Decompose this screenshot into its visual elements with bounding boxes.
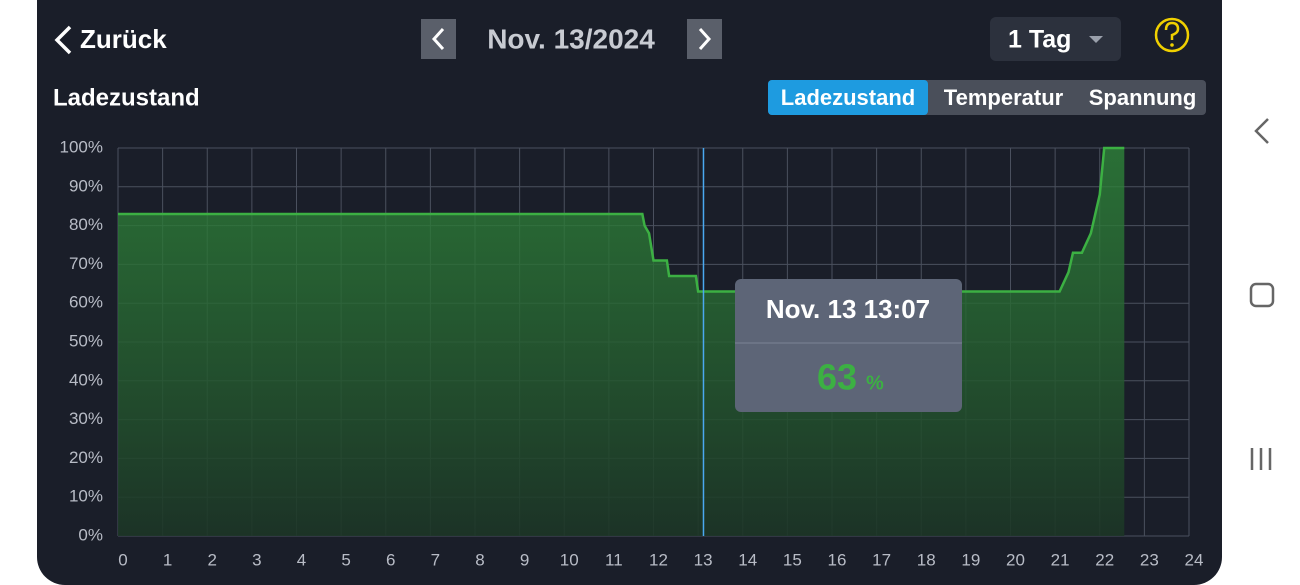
back-button[interactable]: Zurück xyxy=(80,24,167,54)
y-tick-label: 10% xyxy=(69,487,103,506)
x-tick-label: 0 xyxy=(118,550,127,569)
chart-title: Ladezustand xyxy=(53,84,200,111)
tooltip xyxy=(735,279,962,412)
nav-home[interactable] xyxy=(1249,282,1275,308)
y-tick-label: 80% xyxy=(69,215,103,234)
y-tick-label: 30% xyxy=(69,409,103,428)
x-tick-label: 14 xyxy=(738,550,757,569)
x-tick-label: 3 xyxy=(252,550,261,569)
x-tick-label: 20 xyxy=(1006,550,1025,569)
area-line xyxy=(118,146,1125,293)
date-label: Nov. 13/2024 xyxy=(487,23,655,54)
x-tick-label: 19 xyxy=(961,550,980,569)
x-tick-label: 22 xyxy=(1095,550,1114,569)
x-tick-label: 13 xyxy=(694,550,713,569)
x-tick-label: 18 xyxy=(917,550,936,569)
range-label: 1 Tag xyxy=(1008,26,1071,54)
tooltip-value: 63 xyxy=(817,357,857,398)
next-day-button[interactable] xyxy=(687,19,722,59)
prev-day-button[interactable] xyxy=(421,19,456,59)
tab[interactable]: Ladezustand xyxy=(781,85,915,110)
x-tick-label: 21 xyxy=(1051,550,1070,569)
dropdown-arrow xyxy=(1089,36,1103,43)
x-tick-label: 6 xyxy=(386,550,395,569)
tooltip-unit: % xyxy=(866,372,884,394)
help-icon xyxy=(1164,21,1180,40)
tooltip-time: Nov. 13 13:07 xyxy=(766,294,930,324)
x-tick-label: 4 xyxy=(297,550,306,569)
y-tick-label: 60% xyxy=(69,293,103,312)
range-dropdown[interactable] xyxy=(990,17,1121,61)
android-nav xyxy=(1249,118,1275,470)
area-fill xyxy=(118,148,1125,536)
x-tick-label: 15 xyxy=(783,550,802,569)
prev-icon xyxy=(431,27,445,51)
nav-recents[interactable] xyxy=(1250,448,1272,470)
x-tick-label: 16 xyxy=(828,550,847,569)
next-icon xyxy=(698,27,712,51)
x-tick-label: 11 xyxy=(605,550,623,569)
help-button[interactable] xyxy=(1154,17,1190,53)
y-tick-label: 70% xyxy=(69,254,103,273)
y-tick-label: 40% xyxy=(69,370,103,389)
tab[interactable]: Temperatur xyxy=(944,85,1064,110)
tab[interactable]: Spannung xyxy=(1089,85,1197,110)
x-tick-label: 2 xyxy=(208,550,217,569)
x-tick-label: 23 xyxy=(1140,550,1159,569)
y-tick-label: 50% xyxy=(69,331,103,350)
back-icon[interactable] xyxy=(54,25,72,55)
x-tick-label: 7 xyxy=(431,550,440,569)
x-tick-label: 12 xyxy=(649,550,668,569)
x-tick-label: 17 xyxy=(872,550,891,569)
tab-active-bg xyxy=(768,80,928,115)
x-tick-label: 24 xyxy=(1185,550,1204,569)
nav-back[interactable] xyxy=(1254,118,1269,144)
y-tick-label: 100% xyxy=(60,137,103,156)
x-tick-label: 9 xyxy=(520,550,529,569)
x-tick-label: 10 xyxy=(560,550,579,569)
x-tick-label: 1 xyxy=(163,550,172,569)
y-tick-label: 20% xyxy=(69,448,103,467)
y-tick-label: 0% xyxy=(78,525,103,544)
x-tick-label: 5 xyxy=(341,550,350,569)
x-tick-label: 8 xyxy=(475,550,484,569)
help-icon-dot xyxy=(1170,43,1174,47)
y-tick-label: 90% xyxy=(69,176,103,195)
